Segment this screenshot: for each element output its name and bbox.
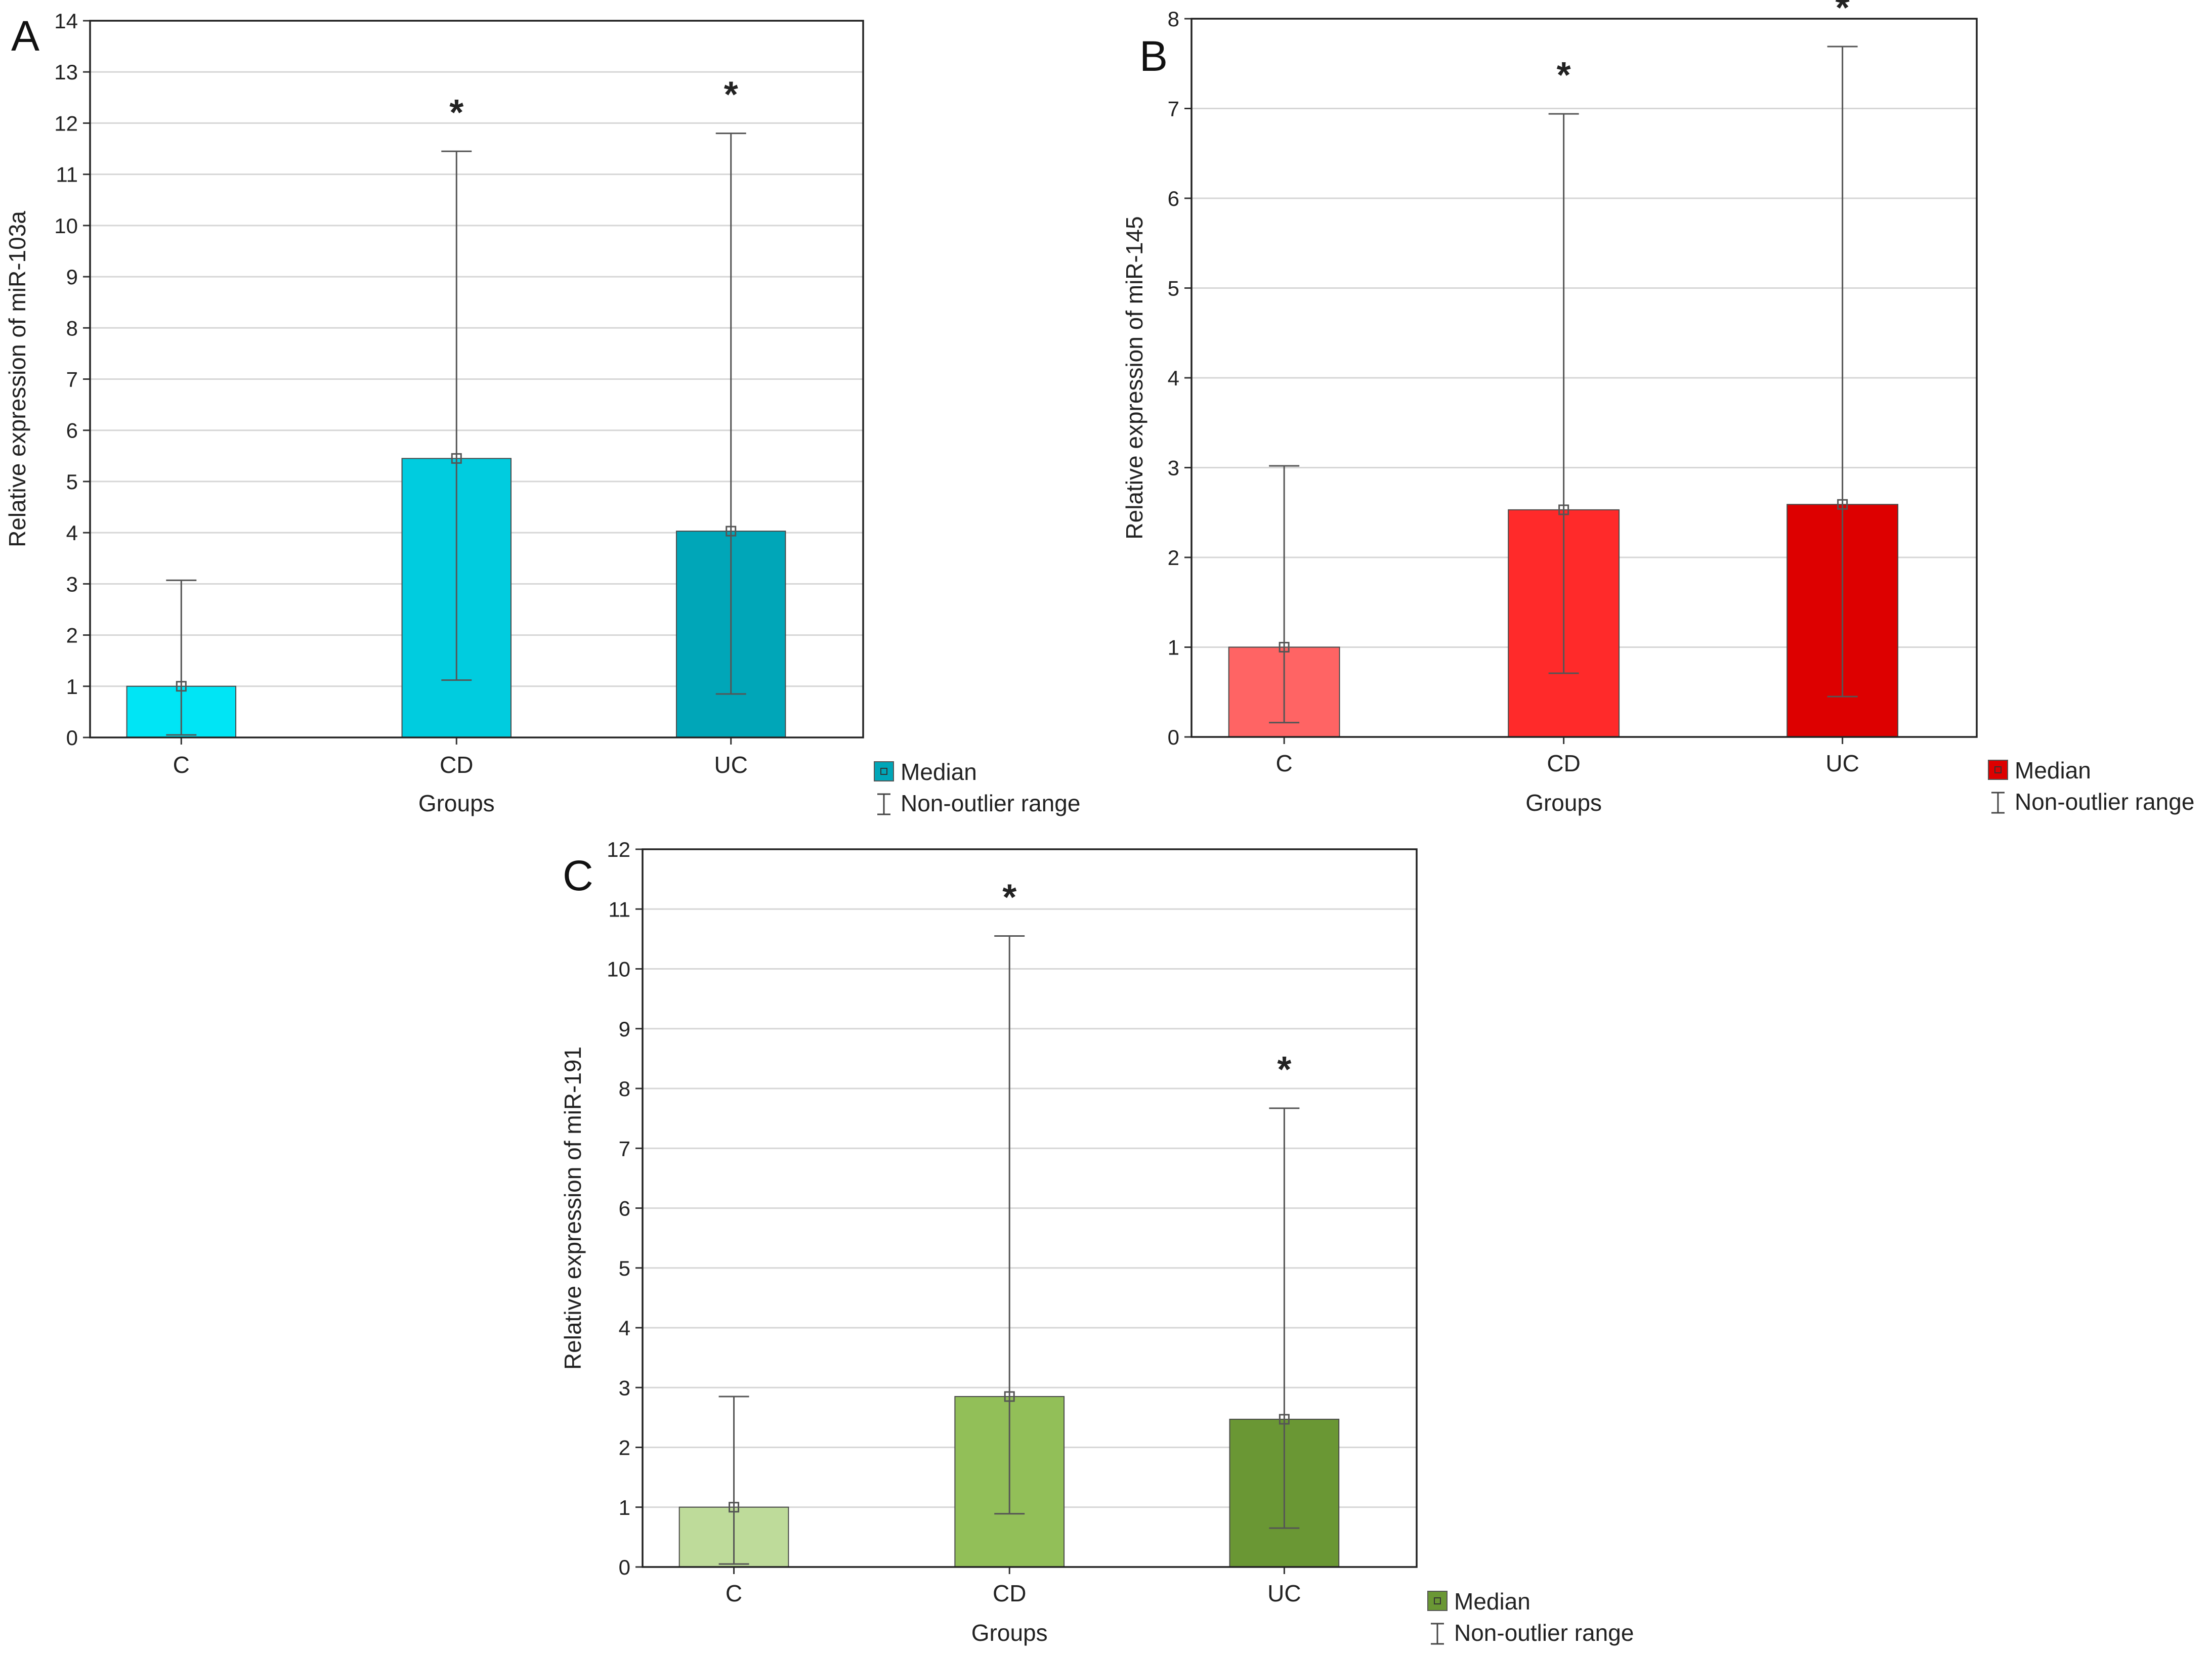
median-marker [726,526,737,537]
legend-median-label: Median [901,759,977,785]
median-marker [1279,1414,1290,1425]
y-tick-label: 8 [1168,7,1179,31]
x-tick-label: C [173,752,190,778]
x-tick-label: UC [714,752,747,778]
x-tick-label: CD [993,1580,1026,1606]
legend-median-swatch [874,761,894,781]
y-tick-label: 12 [607,838,630,861]
chart-panel-b: 0 1 2 3 4 5 6 7 8 C * CD * UC Groups Relative expressio… [1121,0,2194,816]
y-tick-label: 2 [619,1436,630,1460]
y-tick-label: 0 [619,1555,630,1579]
panel-letter: B [1139,32,1168,80]
x-axis-title: Groups [418,790,495,816]
y-tick-label: 5 [1168,277,1179,300]
y-tick-label: 9 [619,1017,630,1041]
median-marker [1279,642,1290,652]
x-tick-label: UC [1825,750,1859,776]
y-axis-title: Relative expression of miR-145 [1121,216,1147,539]
plot-frame [89,20,864,738]
significance-star: * [1002,877,1016,918]
legend-range-label: Non-outlier range [2015,789,2194,815]
median-marker [1558,504,1569,515]
y-tick-label: 12 [54,111,78,135]
x-axis-title: Groups [971,1620,1048,1646]
y-tick-label: 5 [66,470,78,494]
legend: Median Non-outlier range [1427,1588,1634,1646]
legend-range-label: Non-outlier range [1454,1620,1634,1646]
y-tick-label: 6 [619,1197,630,1221]
legend-median-swatch [1427,1591,1448,1611]
y-tick-label: 13 [54,60,78,84]
median-marker [451,453,462,464]
median-marker [176,681,187,692]
legend-median-label: Median [2015,757,2091,783]
y-tick-label: 11 [56,163,78,187]
y-tick-label: 7 [1168,97,1179,121]
y-tick-label: 0 [66,726,78,750]
y-tick-label: 5 [619,1256,630,1280]
y-axis-title: Relative expression of miR-191 [560,1047,586,1370]
y-tick-label: 7 [619,1137,630,1160]
panel-letter: C [563,852,593,899]
y-tick-label: 2 [66,624,78,647]
y-tick-label: 8 [619,1077,630,1101]
plot-frame [1190,18,1978,738]
y-tick-label: 4 [619,1316,630,1340]
y-tick-label: 3 [1168,456,1179,480]
x-tick-label: CD [440,752,473,778]
legend: Median Non-outlier range [1988,757,2194,815]
y-tick-label: 1 [66,675,78,699]
x-tick-label: C [1276,750,1293,776]
y-tick-label: 3 [619,1376,630,1400]
median-marker [1004,1391,1015,1402]
x-tick-label: UC [1267,1580,1301,1606]
significance-star: * [1557,55,1571,96]
chart-panel-a: 01234567891011121314C*CD*UCGroupsRelativ… [4,9,1080,816]
y-tick-label: 0 [1168,725,1179,749]
y-tick-label: 2 [1168,546,1179,570]
y-tick-label: 1 [619,1496,630,1519]
significance-star: * [1277,1050,1291,1090]
legend: Median Non-outlier range [874,759,1080,816]
x-tick-label: CD [1547,750,1580,776]
x-tick-label: C [726,1580,742,1606]
y-tick-label: 11 [608,897,630,921]
y-tick-label: 6 [1168,187,1179,210]
y-tick-label: 8 [66,316,78,340]
legend-median-swatch [1988,760,2008,780]
y-tick-label: 9 [66,265,78,289]
legend-median-marker [1434,1597,1441,1604]
legend-median-marker [1994,766,2002,773]
y-tick-label: 10 [607,957,630,981]
x-axis-title: Groups [1525,790,1602,816]
y-tick-label: 4 [1168,366,1179,390]
y-axis-title: Relative expression of miR-103a [4,211,30,547]
y-tick-label: 7 [66,368,78,391]
significance-star: * [724,75,738,115]
plot-frame [642,848,1418,1568]
y-tick-label: 6 [66,419,78,443]
significance-star: * [1836,0,1850,28]
legend-median-marker [880,768,887,775]
panel-letter: A [11,12,39,60]
y-tick-label: 14 [54,9,78,33]
median-marker [729,1502,740,1513]
significance-star: * [449,93,463,133]
legend-range-label: Non-outlier range [901,790,1080,816]
y-tick-label: 10 [54,214,78,238]
y-tick-label: 4 [66,521,78,545]
y-tick-label: 1 [1168,636,1179,660]
median-marker [1837,499,1848,510]
legend-median-label: Median [1454,1588,1530,1615]
y-tick-label: 3 [66,572,78,596]
